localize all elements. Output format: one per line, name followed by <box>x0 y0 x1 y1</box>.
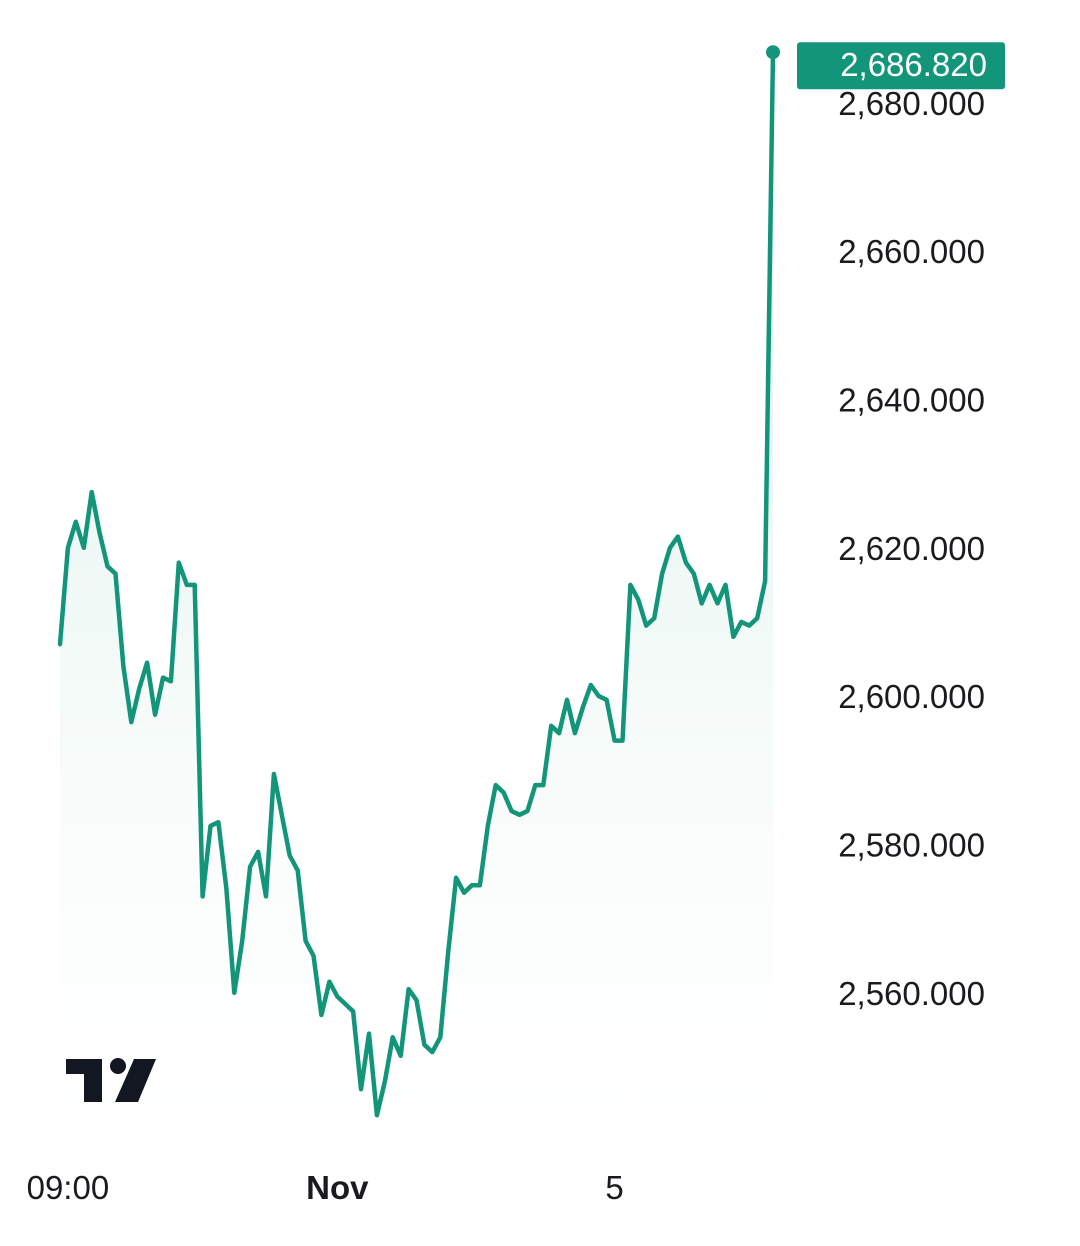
last-value-badge <box>797 42 1005 90</box>
x-axis: 09:00 Nov 5 <box>27 1169 624 1206</box>
y-axis: 2,560.000 2,580.000 2,600.000 2,620.000 2,64… <box>838 85 985 1012</box>
x-tick-label: 5 <box>605 1169 623 1206</box>
y-tick-label: 2,660.000 <box>838 233 985 270</box>
y-tick-label: 2,580.000 <box>838 826 985 863</box>
y-tick-label: 2,640.000 <box>838 381 985 418</box>
last-value-label: 2,686.820 <box>840 46 987 83</box>
series-area-fill <box>60 52 773 1141</box>
x-tick-label: 09:00 <box>27 1169 110 1206</box>
last-point-marker <box>766 45 780 60</box>
tradingview-logo <box>66 1058 156 1102</box>
y-tick-label: 2,620.000 <box>838 530 985 567</box>
x-tick-label: Nov <box>306 1169 369 1206</box>
y-tick-label: 2,680.000 <box>838 85 985 122</box>
y-tick-label: 2,600.000 <box>838 678 985 715</box>
y-tick-label: 2,560.000 <box>838 975 985 1012</box>
series-line <box>57 49 776 1118</box>
